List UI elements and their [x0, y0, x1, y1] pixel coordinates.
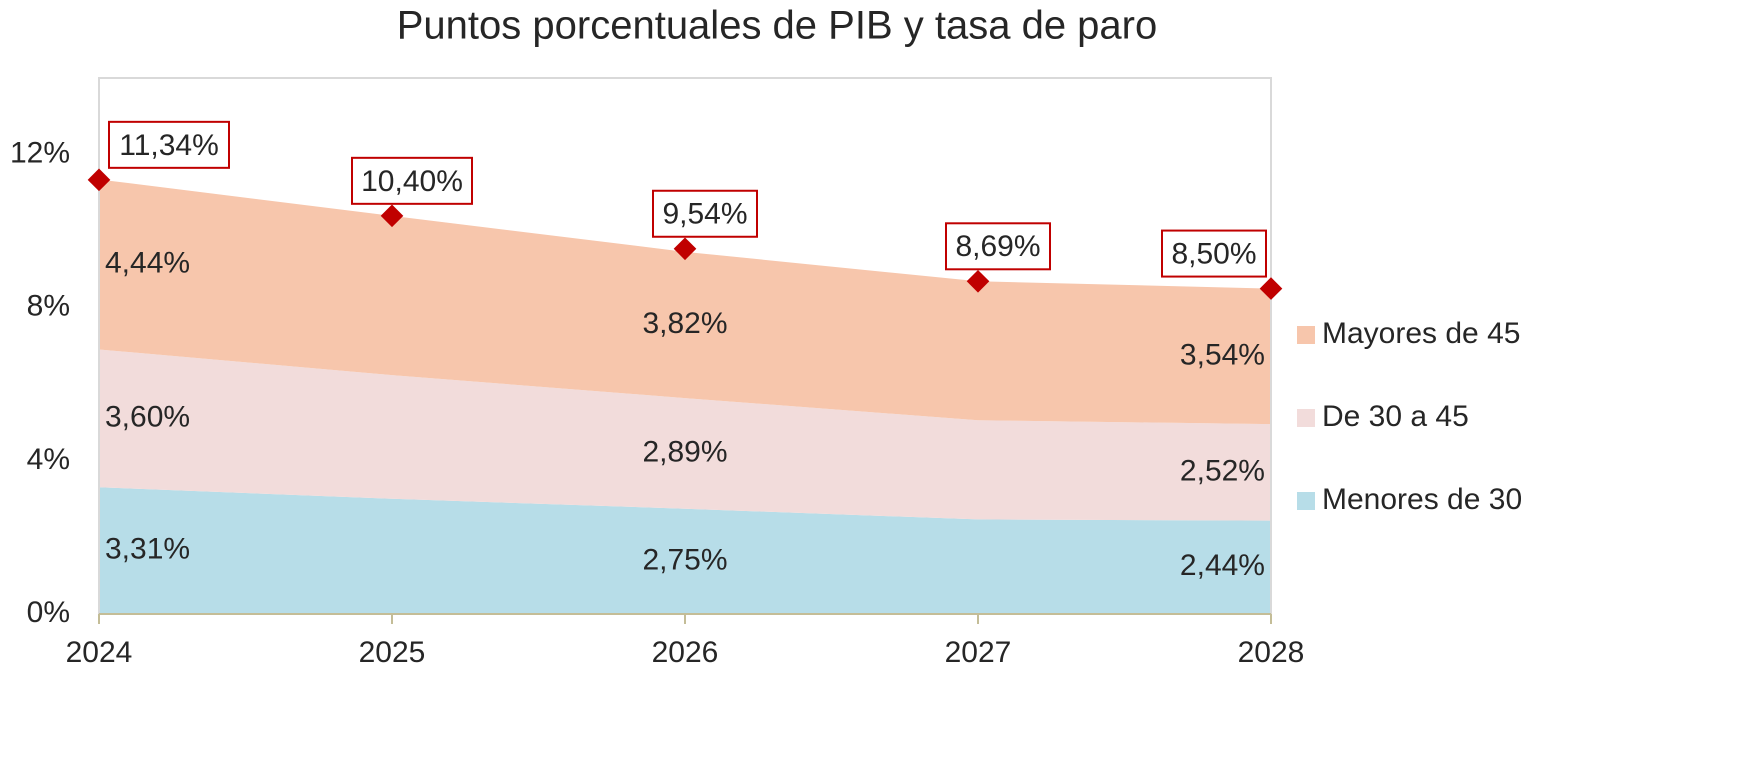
total-marker	[966, 269, 990, 293]
legend-swatch	[1297, 492, 1315, 510]
y-tick-label: 12%	[10, 136, 70, 169]
area	[99, 179, 1271, 425]
total-label: 8,50%	[1171, 237, 1256, 270]
total-label-box	[108, 120, 230, 169]
legend-swatch	[1297, 326, 1315, 344]
total-label-box	[1161, 229, 1267, 278]
legend-label: Mayores de 45	[1322, 317, 1520, 350]
data-label: 3,31%	[105, 533, 190, 566]
total-label-box	[945, 222, 1051, 271]
total-marker	[87, 168, 111, 192]
total-label: 9,54%	[662, 198, 747, 231]
data-label: 2,75%	[642, 543, 727, 576]
data-label: 4,44%	[105, 246, 190, 279]
total-label: 11,34%	[119, 129, 219, 162]
y-tick-label: 8%	[27, 290, 70, 323]
data-label: 3,82%	[642, 307, 727, 340]
total-label: 8,69%	[955, 230, 1040, 263]
total-label-box	[652, 189, 758, 238]
data-label: 2,89%	[642, 435, 727, 468]
x-tick-label: 2028	[1238, 636, 1305, 669]
x-tick-label: 2025	[359, 636, 426, 669]
area	[99, 487, 1271, 614]
y-tick-label: 4%	[27, 443, 70, 476]
data-label: 2,44%	[1180, 549, 1265, 582]
total-marker	[1259, 277, 1283, 300]
data-label: 3,60%	[105, 400, 190, 433]
legend-label: De 30 a 45	[1322, 400, 1469, 433]
x-tick-label: 2024	[66, 636, 133, 669]
data-label: 3,54%	[1180, 338, 1265, 371]
x-tick-label: 2026	[652, 636, 719, 669]
legend-label: Menores de 30	[1322, 483, 1522, 516]
total-label: 10,40%	[361, 165, 463, 198]
total-label-box	[351, 156, 473, 205]
data-label: 2,52%	[1180, 454, 1265, 487]
x-tick-label: 2027	[945, 636, 1012, 669]
legend-swatch	[1297, 409, 1315, 427]
area	[99, 349, 1271, 521]
y-tick-label: 0%	[27, 596, 70, 629]
chart-title: Puntos porcentuales de PIB y tasa de par…	[397, 4, 1158, 48]
